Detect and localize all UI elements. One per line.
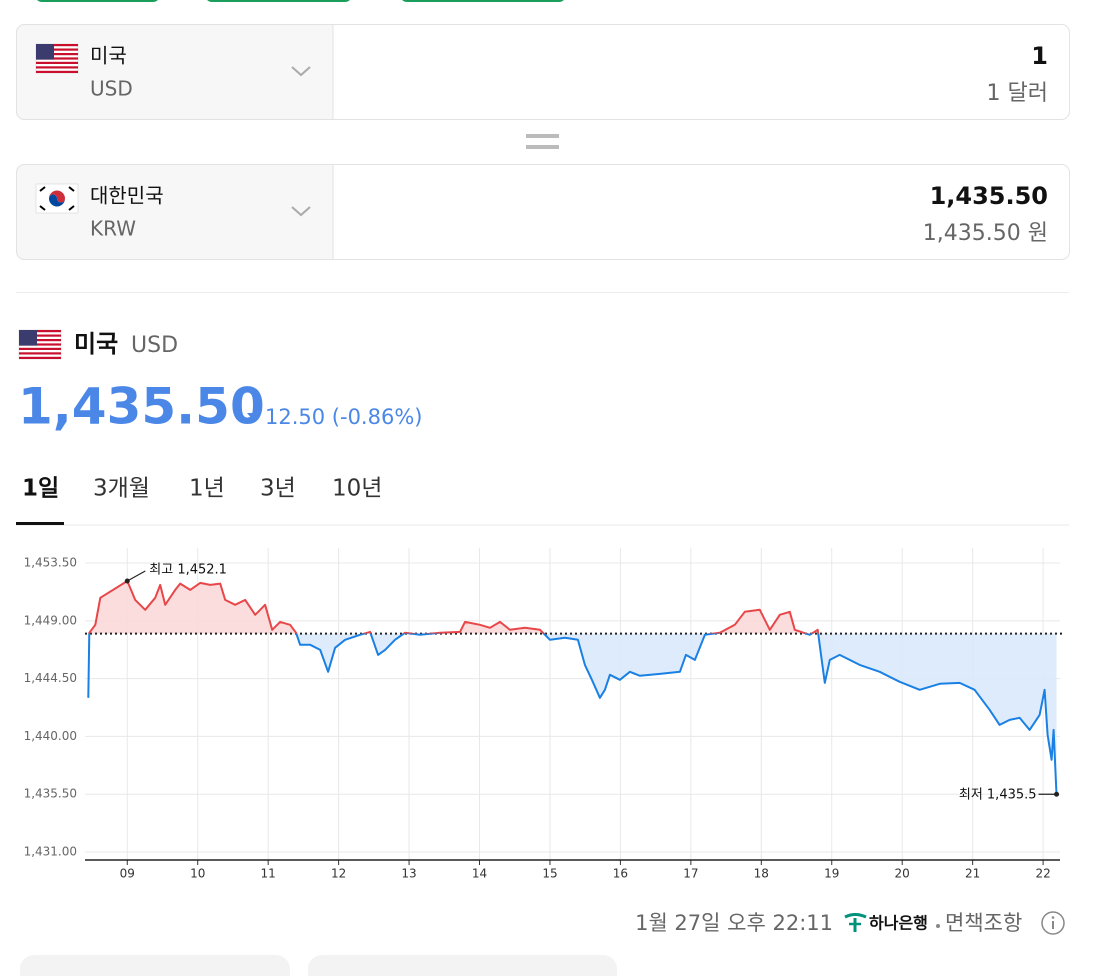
tab-active-indicator: [16, 522, 64, 525]
currency-code: USD: [90, 77, 133, 101]
quote-price: 1,435.50: [18, 378, 265, 436]
top-button[interactable]: [205, 0, 352, 2]
equals-icon: [526, 134, 559, 149]
quote-change: 12.50 (-0.86%): [265, 405, 422, 429]
country-name: 대한민국: [90, 184, 164, 208]
provider: 하나은행: [869, 914, 928, 933]
currency-code: KRW: [90, 217, 136, 241]
tab[interactable]: 10년: [332, 476, 382, 502]
tab[interactable]: 3년: [260, 476, 296, 502]
bank-logo: [844, 913, 867, 932]
x-tick-label: 17: [683, 867, 698, 881]
y-tick-label: 1,444.50: [24, 671, 77, 685]
x-tick-label: 11: [261, 867, 276, 881]
x-tick-label: 13: [401, 867, 416, 881]
area: [88, 581, 1057, 795]
tab[interactable]: 1년: [189, 476, 225, 502]
info-icon[interactable]: [1041, 911, 1065, 935]
tab[interactable]: 1일: [22, 476, 59, 502]
tab[interactable]: 3개월: [93, 476, 150, 502]
annotation: 최고 1,452.1: [149, 563, 227, 578]
converter-to: 대한민국 KRW 1,435.50 1,435.50 원: [16, 164, 1070, 260]
chart: 1,431.00 1,435.50 1,440.00 1,444.50 1,449.00…: [24, 548, 1063, 881]
annotation-leader: [126, 570, 146, 582]
converter-from: 미국 USD 1 1 달러: [16, 24, 1070, 120]
price-line: [87, 580, 1058, 795]
chevron[interactable]: [291, 206, 311, 217]
amount: 1,435.50: [930, 182, 1048, 210]
x-tick-label: 19: [824, 867, 839, 881]
y-tick-label: 1,449.00: [24, 613, 77, 627]
annotation: 최저 1,435.5: [959, 788, 1037, 803]
timestamp: 1월 27일 오후 22:11: [635, 911, 833, 935]
x-tick-label: 14: [472, 867, 487, 881]
annotation-point: [124, 578, 130, 584]
x-tick-label: 15: [542, 867, 557, 881]
x-tick-label: 12: [331, 867, 346, 881]
x-tick-label: 22: [1035, 867, 1050, 881]
x-tick-label: 10: [190, 867, 205, 881]
x-tick-label: 16: [613, 867, 628, 881]
chevron[interactable]: [291, 66, 311, 77]
quote-code: USD: [131, 333, 178, 358]
down-arrow: [247, 413, 259, 420]
top-button[interactable]: [400, 0, 566, 2]
disclaimer-link[interactable]: 면책조항: [945, 911, 1022, 935]
currency-select[interactable]: [16, 164, 334, 260]
x-tick-label: 20: [895, 867, 910, 881]
separator-dot: [936, 924, 940, 928]
country-name: 미국: [90, 44, 127, 68]
amount-text: 1,435.50 원: [923, 221, 1048, 246]
amount-text: 1 달러: [987, 81, 1048, 106]
y-tick-label: 1,453.50: [24, 556, 77, 570]
quote-country: 미국: [74, 330, 118, 358]
x-tick-label: 21: [965, 867, 980, 881]
top-button[interactable]: [35, 0, 160, 2]
y-tick-label: 1,431.00: [24, 845, 77, 859]
amount[interactable]: 1: [1031, 42, 1048, 70]
currency-select[interactable]: [16, 24, 334, 120]
x-tick-label: 09: [120, 867, 135, 881]
bottom-card[interactable]: [20, 955, 290, 976]
bottom-card[interactable]: [308, 955, 617, 976]
us-flag: [35, 43, 79, 74]
annotation-point: [1054, 791, 1060, 797]
y-tick-label: 1,435.50: [24, 787, 77, 801]
y-tick-label: 1,440.00: [24, 729, 77, 743]
us-flag: [18, 329, 62, 360]
x-tick-label: 18: [754, 867, 769, 881]
kr-flag: [35, 183, 79, 214]
